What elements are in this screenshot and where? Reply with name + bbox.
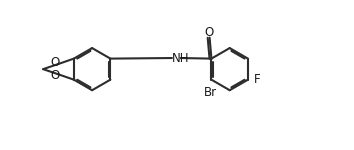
Text: O: O [50, 69, 59, 82]
Text: O: O [50, 56, 59, 69]
Text: NH: NH [172, 51, 189, 64]
Text: F: F [255, 73, 261, 86]
Text: O: O [204, 26, 213, 39]
Text: Br: Br [204, 86, 217, 99]
